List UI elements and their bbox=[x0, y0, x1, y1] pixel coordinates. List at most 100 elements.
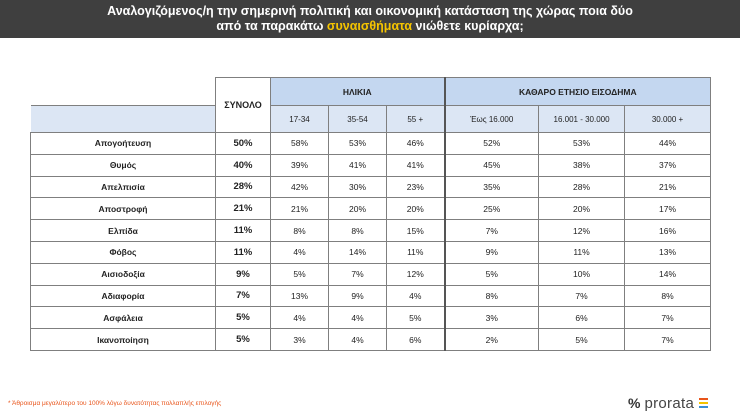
row-value: 42% bbox=[270, 175, 329, 199]
row-value: 4% bbox=[270, 240, 329, 264]
row-value: 5% bbox=[385, 306, 446, 330]
row-label: Φόβος bbox=[30, 240, 216, 264]
row-value: 28% bbox=[538, 175, 626, 199]
row-value: 20% bbox=[538, 197, 626, 221]
income-header: ΚΑΘΑΡΟ ΕΤΗΣΙΟ ΕΙΣΟΔΗΜΑ bbox=[443, 77, 712, 106]
corner-blank bbox=[30, 77, 216, 106]
row-value: 41% bbox=[385, 153, 446, 177]
row-value: 15% bbox=[385, 219, 446, 242]
row-label: Ελπίδα bbox=[30, 219, 216, 242]
title-highlight: συναισθήματα bbox=[326, 19, 413, 33]
table-row: Αισιοδοξία 9% 5% 7% 12% 5% 10% 14% bbox=[30, 262, 712, 286]
row-value: 13% bbox=[624, 240, 712, 264]
title-line-1: Αναλογιζόμενος/η την σημερινή πολιτική κ… bbox=[107, 4, 633, 18]
row-value: 9% bbox=[443, 240, 540, 264]
results-table: ΣΥΝΟΛΟ ΗΛΙΚΙΑ ΚΑΘΑΡΟ ΕΤΗΣΙΟ ΕΙΣΟΔΗΜΑ 17-… bbox=[30, 77, 712, 351]
row-value: 8% bbox=[328, 219, 387, 242]
row-value: 35% bbox=[443, 175, 540, 199]
row-value: 4% bbox=[328, 328, 387, 351]
row-value: 5% bbox=[270, 262, 329, 286]
row-value: 12% bbox=[538, 219, 626, 242]
age-group-header: 55 + bbox=[385, 105, 446, 133]
row-value: 20% bbox=[385, 197, 446, 221]
row-value: 38% bbox=[538, 153, 626, 177]
row-value: 46% bbox=[385, 132, 446, 155]
table-row: Απελπισία 28% 42% 30% 23% 35% 28% 21% bbox=[30, 175, 712, 199]
row-value: 45% bbox=[443, 153, 540, 177]
row-value: 11% bbox=[385, 240, 446, 264]
footnote: * Άθροισμα μεγαλύτερο του 100% λόγω δυνα… bbox=[8, 400, 222, 407]
row-value: 44% bbox=[624, 132, 712, 155]
row-value: 58% bbox=[270, 132, 329, 155]
logo-bar bbox=[699, 405, 709, 409]
row-value: 37% bbox=[624, 153, 712, 177]
income-group-header: Έως 16.000 bbox=[443, 105, 540, 133]
table-row: Ικανοποίηση 5% 3% 4% 6% 2% 5% 7% bbox=[30, 328, 712, 351]
row-value: 8% bbox=[443, 284, 540, 308]
row-total: 21% bbox=[215, 197, 271, 221]
row-total: 40% bbox=[215, 153, 271, 177]
row-total: 5% bbox=[215, 328, 271, 351]
row-label: Ασφάλεια bbox=[30, 306, 216, 330]
row-value: 7% bbox=[538, 284, 626, 308]
row-value: 39% bbox=[270, 153, 329, 177]
row-total: 5% bbox=[215, 306, 271, 330]
row-value: 30% bbox=[328, 175, 387, 199]
row-total: 7% bbox=[215, 284, 271, 308]
row-value: 6% bbox=[385, 328, 446, 351]
row-value: 8% bbox=[270, 219, 329, 242]
row-label: Αποστροφή bbox=[30, 197, 216, 221]
table-row: Φόβος 11% 4% 14% 11% 9% 11% 13% bbox=[30, 240, 712, 264]
total-header: ΣΥΝΟΛΟ bbox=[215, 77, 271, 133]
logo-bars-icon bbox=[699, 397, 709, 409]
row-value: 16% bbox=[624, 219, 712, 242]
row-label: Θυμός bbox=[30, 153, 216, 177]
row-value: 2% bbox=[443, 328, 540, 351]
row-value: 12% bbox=[385, 262, 446, 286]
row-value: 7% bbox=[443, 219, 540, 242]
table-body: Απογοήτευση 50% 58% 53% 46% 52% 53% 44% Θυμός 40%… bbox=[30, 132, 712, 351]
row-value: 20% bbox=[328, 197, 387, 221]
table-row: Ασφάλεια 5% 4% 4% 5% 3% 6% 7% bbox=[30, 306, 712, 330]
row-value: 6% bbox=[538, 306, 626, 330]
table-row: Αδιαφορία 7% 13% 9% 4% 8% 7% 8% bbox=[30, 284, 712, 308]
logo-bar bbox=[699, 401, 709, 405]
age-group-header: 35-54 bbox=[328, 105, 387, 133]
corner-blank-2 bbox=[30, 105, 216, 133]
row-value: 4% bbox=[385, 284, 446, 308]
row-value: 9% bbox=[328, 284, 387, 308]
row-value: 52% bbox=[443, 132, 540, 155]
row-value: 23% bbox=[385, 175, 446, 199]
row-value: 41% bbox=[328, 153, 387, 177]
row-value: 7% bbox=[624, 306, 712, 330]
row-label: Ικανοποίηση bbox=[30, 328, 216, 351]
row-value: 5% bbox=[538, 328, 626, 351]
age-group-header: 17-34 bbox=[270, 105, 329, 133]
row-value: 3% bbox=[270, 328, 329, 351]
row-value: 14% bbox=[328, 240, 387, 264]
brand-name: prorata bbox=[644, 394, 695, 412]
row-label: Αισιοδοξία bbox=[30, 262, 216, 286]
row-value: 25% bbox=[443, 197, 540, 221]
row-label: Απελπισία bbox=[30, 175, 216, 199]
row-value: 17% bbox=[624, 197, 712, 221]
percent-icon: % bbox=[628, 395, 641, 411]
title-line-2-post: νιώθετε κυρίαρχα; bbox=[412, 19, 524, 33]
row-value: 14% bbox=[624, 262, 712, 286]
row-label: Αδιαφορία bbox=[30, 284, 216, 308]
title-line-2: από τα παρακάτω συναισθήματα νιώθετε κυρ… bbox=[0, 19, 740, 34]
table-row: Ελπίδα 11% 8% 8% 15% 7% 12% 16% bbox=[30, 219, 712, 242]
row-value: 13% bbox=[270, 284, 329, 308]
row-value: 10% bbox=[538, 262, 626, 286]
row-value: 7% bbox=[624, 328, 712, 351]
age-header: ΗΛΙΚΙΑ bbox=[269, 77, 446, 106]
row-value: 8% bbox=[624, 284, 712, 308]
row-value: 5% bbox=[443, 262, 540, 286]
page-title: Αναλογιζόμενος/η την σημερινή πολιτική κ… bbox=[0, 0, 740, 38]
prorata-logo: % prorata bbox=[628, 394, 709, 412]
title-line-2-pre: από τα παρακάτω bbox=[216, 19, 327, 33]
row-value: 21% bbox=[270, 197, 329, 221]
row-value: 4% bbox=[270, 306, 329, 330]
income-group-header: 16.001 - 30.000 bbox=[538, 105, 626, 133]
row-value: 3% bbox=[443, 306, 540, 330]
